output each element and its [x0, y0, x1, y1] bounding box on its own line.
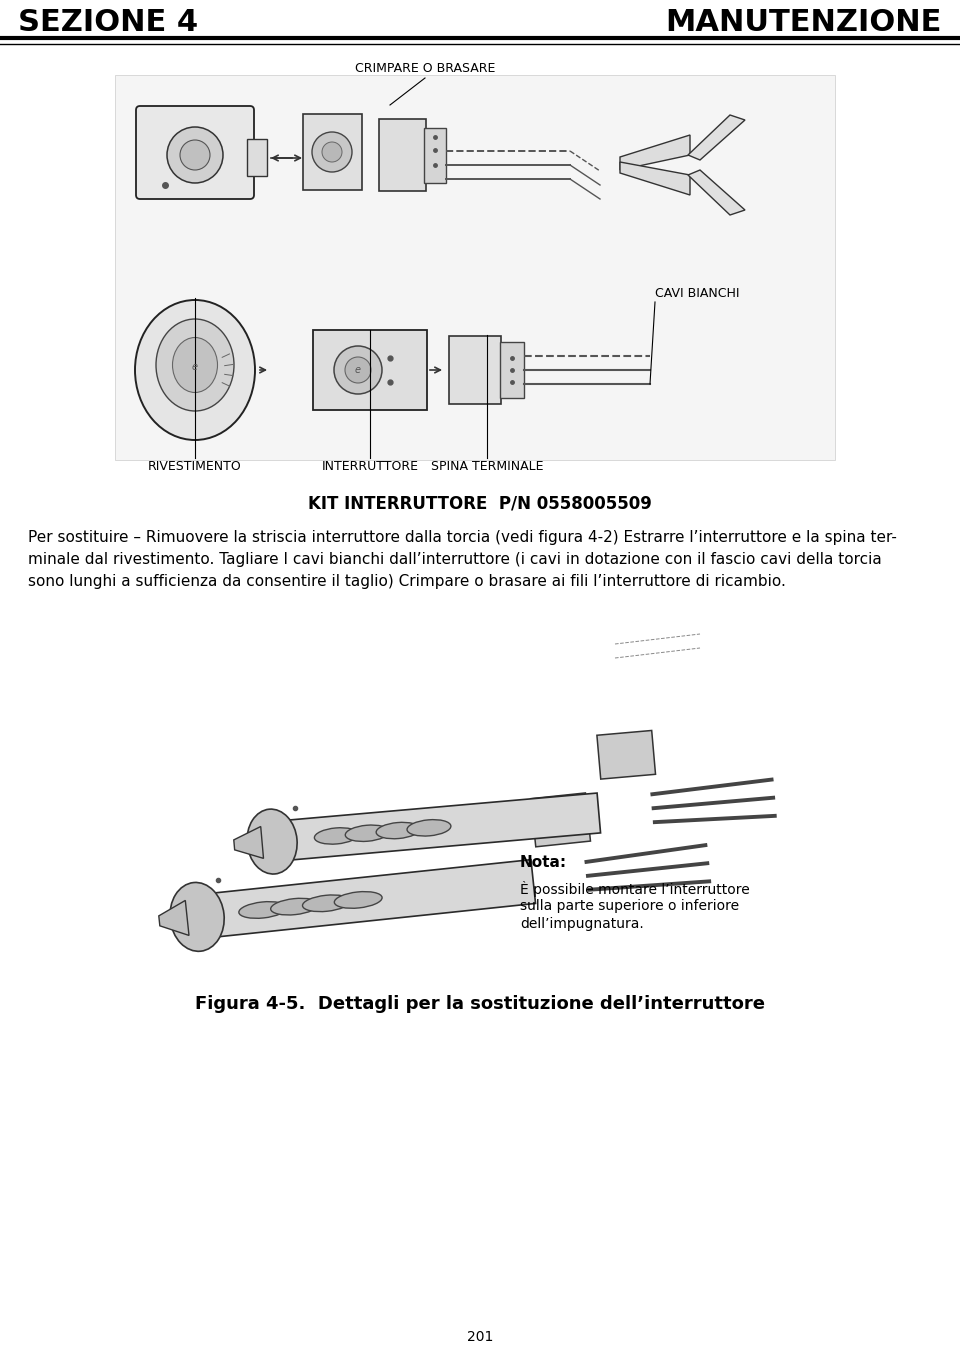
- Text: e: e: [192, 362, 198, 372]
- Text: sulla parte superiore o inferiore: sulla parte superiore o inferiore: [520, 899, 739, 913]
- Text: SEZIONE 4: SEZIONE 4: [18, 8, 198, 37]
- Ellipse shape: [346, 824, 389, 842]
- Polygon shape: [597, 731, 656, 780]
- FancyBboxPatch shape: [247, 140, 267, 176]
- Text: sono lunghi a sufficienza da consentire il taglio) Crimpare o brasare ai fili l’: sono lunghi a sufficienza da consentire …: [28, 574, 786, 589]
- FancyBboxPatch shape: [303, 114, 362, 190]
- Text: Per sostituire – Rimuovere la striscia interruttore dalla torcia (vedi figura 4-: Per sostituire – Rimuovere la striscia i…: [28, 530, 897, 545]
- Text: dell’impugnatura.: dell’impugnatura.: [520, 917, 644, 932]
- Ellipse shape: [173, 338, 218, 392]
- FancyBboxPatch shape: [424, 127, 446, 183]
- Circle shape: [322, 142, 342, 161]
- Polygon shape: [213, 860, 536, 937]
- Circle shape: [345, 357, 371, 382]
- Ellipse shape: [376, 822, 420, 839]
- Polygon shape: [688, 170, 745, 216]
- Text: 201: 201: [467, 1330, 493, 1344]
- Polygon shape: [234, 827, 263, 858]
- Text: CRIMPARE O BRASARE: CRIMPARE O BRASARE: [355, 62, 495, 75]
- FancyBboxPatch shape: [136, 106, 254, 199]
- Text: INTERRUTTORE: INTERRUTTORE: [322, 460, 419, 473]
- Text: SPINA TERMINALE: SPINA TERMINALE: [431, 460, 543, 473]
- Text: e: e: [355, 365, 361, 376]
- Circle shape: [334, 346, 382, 395]
- Text: RIVESTIMENTO: RIVESTIMENTO: [148, 460, 242, 473]
- Polygon shape: [158, 900, 189, 936]
- Polygon shape: [620, 136, 690, 170]
- Text: È possibile montare l’interruttore: È possibile montare l’interruttore: [520, 881, 750, 898]
- Polygon shape: [288, 793, 601, 860]
- FancyBboxPatch shape: [449, 336, 501, 404]
- Polygon shape: [620, 161, 690, 195]
- Text: Figura 4-5.  Dettagli per la sostituzione dell’interruttore: Figura 4-5. Dettagli per la sostituzione…: [195, 995, 765, 1013]
- FancyBboxPatch shape: [313, 330, 427, 410]
- Polygon shape: [688, 115, 745, 160]
- Ellipse shape: [156, 319, 234, 411]
- Ellipse shape: [302, 895, 350, 911]
- Ellipse shape: [135, 300, 255, 439]
- Ellipse shape: [334, 892, 382, 909]
- FancyBboxPatch shape: [500, 342, 524, 399]
- FancyBboxPatch shape: [115, 75, 835, 460]
- Text: CAVI BIANCHI: CAVI BIANCHI: [655, 287, 739, 300]
- Circle shape: [180, 140, 210, 170]
- Ellipse shape: [170, 883, 225, 952]
- Text: MANUTENZIONE: MANUTENZIONE: [665, 8, 942, 37]
- Ellipse shape: [314, 827, 358, 845]
- Ellipse shape: [407, 819, 451, 837]
- Polygon shape: [531, 793, 590, 846]
- Text: Nota:: Nota:: [520, 856, 567, 871]
- Text: KIT INTERRUTTORE  P/N 0558005509: KIT INTERRUTTORE P/N 0558005509: [308, 495, 652, 513]
- Ellipse shape: [271, 898, 319, 915]
- FancyBboxPatch shape: [379, 119, 426, 191]
- Ellipse shape: [239, 902, 287, 918]
- Circle shape: [167, 127, 223, 183]
- Ellipse shape: [247, 810, 298, 875]
- Circle shape: [312, 132, 352, 172]
- Text: minale dal rivestimento. Tagliare I cavi bianchi dall’interruttore (i cavi in do: minale dal rivestimento. Tagliare I cavi…: [28, 552, 881, 567]
